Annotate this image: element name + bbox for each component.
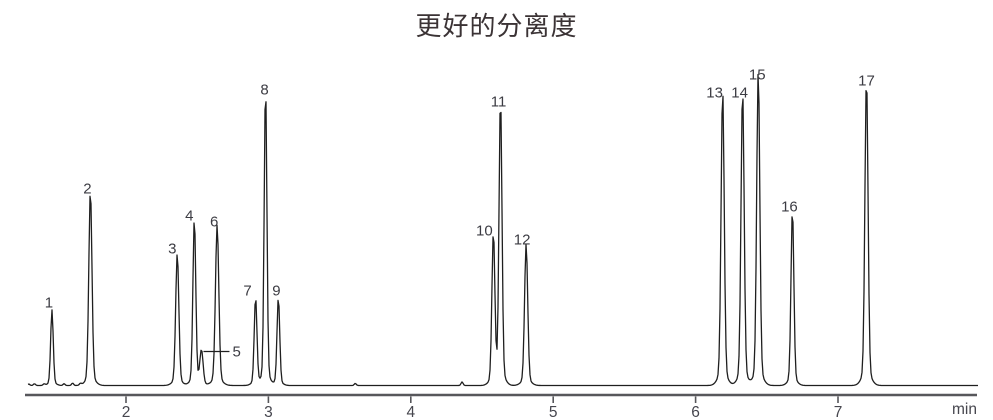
x-axis-tick-label: 5 [549,404,558,420]
x-axis-tick-label: 3 [264,404,273,420]
peak-label-3: 3 [168,241,176,258]
peak-label-12: 12 [514,232,531,249]
chromatogram-trace [27,73,978,387]
peak-label-15: 15 [749,67,766,84]
x-axis-unit-label: min [952,401,977,418]
peak-label-1: 1 [45,295,53,312]
peak-label-11: 11 [491,94,507,111]
peak-label-16: 16 [781,199,798,216]
peak-label-10: 10 [476,223,493,240]
x-axis-tick-label: 2 [122,404,131,420]
peak-label-9: 9 [272,283,280,300]
peak-label-17: 17 [858,73,875,90]
peak-label-4: 4 [185,208,193,225]
peak-label-13: 13 [706,85,723,102]
peak-label-7: 7 [243,283,251,300]
chart-title: 更好的分离度 [415,11,578,41]
peak-label-6: 6 [210,214,218,231]
x-axis-tick-label: 7 [834,404,843,420]
peak-label-2: 2 [83,181,91,198]
peak-label-8: 8 [260,82,268,99]
peak-label-14: 14 [731,85,748,102]
peak-label-5: 5 [232,344,240,361]
x-axis-tick-label: 4 [406,404,415,420]
x-axis-tick-label: 6 [691,404,700,420]
